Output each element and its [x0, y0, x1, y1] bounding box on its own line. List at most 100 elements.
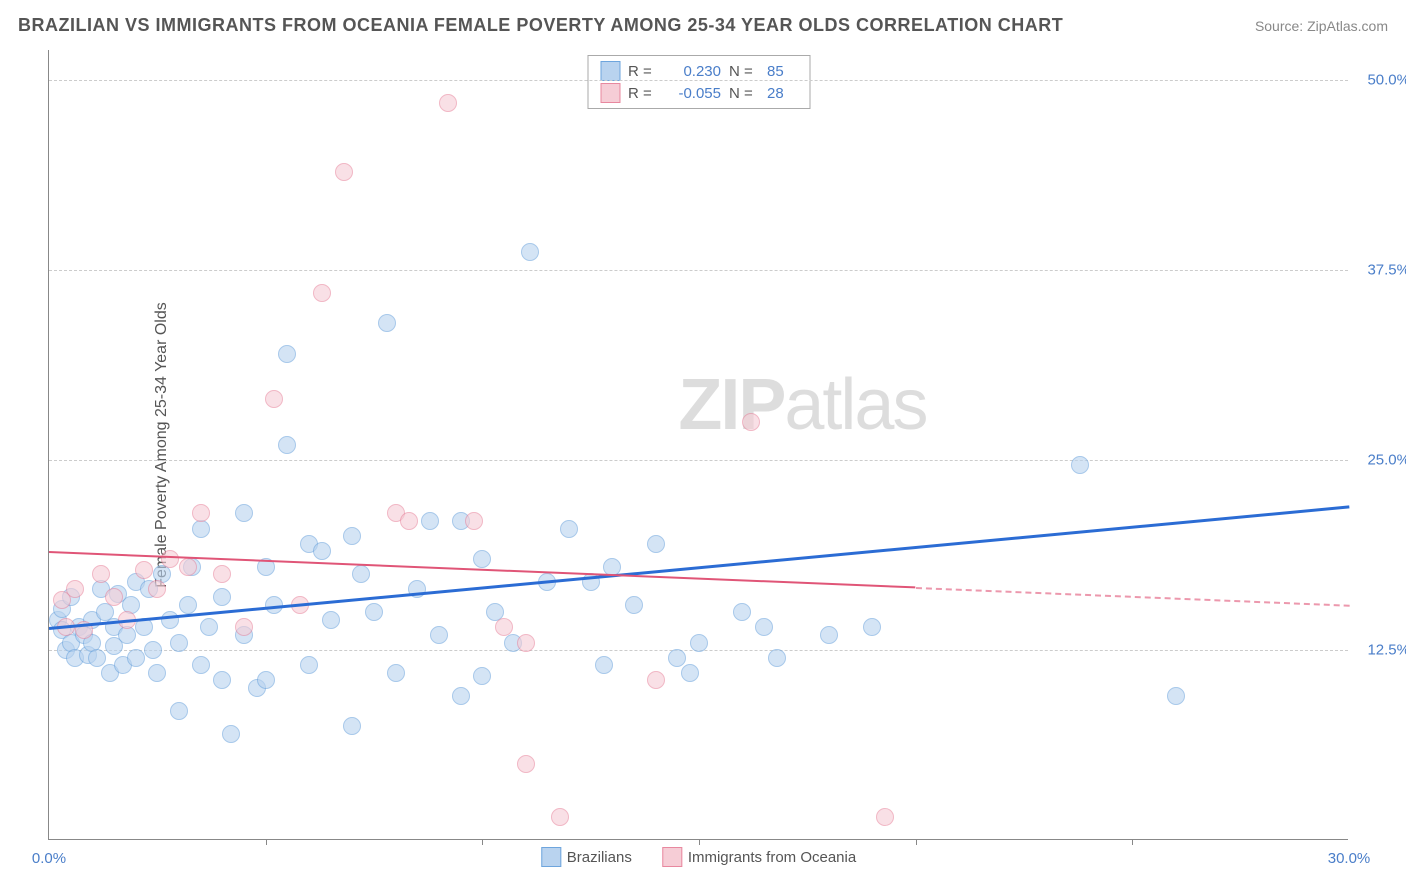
data-point: [200, 618, 218, 636]
data-point: [213, 671, 231, 689]
data-point: [213, 588, 231, 606]
data-point: [343, 527, 361, 545]
y-axis-label: 12.5%: [1355, 642, 1406, 659]
trend-line: [49, 506, 1349, 631]
x-axis-label: 30.0%: [1328, 850, 1371, 867]
data-point: [820, 626, 838, 644]
y-axis-label: 25.0%: [1355, 452, 1406, 469]
data-point: [465, 512, 483, 530]
data-point: [742, 413, 760, 431]
stat-r-value: 0.230: [666, 63, 721, 80]
data-point: [127, 649, 145, 667]
watermark-rest: atlas: [784, 365, 926, 445]
data-point: [300, 656, 318, 674]
data-point: [430, 626, 448, 644]
data-point: [681, 664, 699, 682]
data-point: [495, 618, 513, 636]
data-point: [768, 649, 786, 667]
data-point: [179, 558, 197, 576]
stat-n-label: N =: [729, 85, 759, 102]
y-gridline: [49, 270, 1348, 271]
data-point: [378, 314, 396, 332]
data-point: [135, 561, 153, 579]
data-point: [521, 243, 539, 261]
legend-item: Brazilians: [541, 847, 632, 867]
data-point: [335, 163, 353, 181]
x-axis-label: 0.0%: [32, 850, 66, 867]
y-gridline: [49, 460, 1348, 461]
series-legend: Brazilians Immigrants from Oceania: [541, 847, 856, 867]
x-tick: [916, 839, 917, 845]
data-point: [235, 504, 253, 522]
data-point: [148, 580, 166, 598]
data-point: [1167, 687, 1185, 705]
stat-n-value: 85: [767, 63, 797, 80]
data-point: [863, 618, 881, 636]
stat-n-label: N =: [729, 63, 759, 80]
data-point: [105, 588, 123, 606]
data-point: [322, 611, 340, 629]
data-point: [92, 565, 110, 583]
series-swatch: [600, 61, 620, 81]
stat-r-label: R =: [628, 85, 658, 102]
data-point: [213, 565, 231, 583]
data-point: [473, 550, 491, 568]
data-point: [733, 603, 751, 621]
data-point: [625, 596, 643, 614]
data-point: [170, 634, 188, 652]
legend-item: Immigrants from Oceania: [662, 847, 856, 867]
stats-row: R = -0.055 N = 28: [600, 82, 797, 104]
chart-title: BRAZILIAN VS IMMIGRANTS FROM OCEANIA FEM…: [18, 15, 1063, 36]
data-point: [88, 649, 106, 667]
stat-r-label: R =: [628, 63, 658, 80]
data-point: [439, 94, 457, 112]
stat-r-value: -0.055: [666, 85, 721, 102]
data-point: [66, 580, 84, 598]
data-point: [876, 808, 894, 826]
chart-header: BRAZILIAN VS IMMIGRANTS FROM OCEANIA FEM…: [18, 15, 1388, 36]
legend-label: Immigrants from Oceania: [688, 849, 856, 866]
data-point: [192, 504, 210, 522]
watermark-bold: ZIP: [678, 365, 784, 445]
data-point: [148, 664, 166, 682]
data-point: [278, 436, 296, 454]
data-point: [179, 596, 197, 614]
data-point: [421, 512, 439, 530]
stat-n-value: 28: [767, 85, 797, 102]
data-point: [517, 634, 535, 652]
data-point: [755, 618, 773, 636]
data-point: [278, 345, 296, 363]
data-point: [235, 618, 253, 636]
y-gridline: [49, 80, 1348, 81]
correlation-scatter-chart: Female Poverty Among 25-34 Year Olds ZIP…: [48, 50, 1348, 840]
data-point: [343, 717, 361, 735]
x-tick: [482, 839, 483, 845]
y-axis-label: 50.0%: [1355, 72, 1406, 89]
data-point: [560, 520, 578, 538]
chart-source: Source: ZipAtlas.com: [1255, 18, 1388, 34]
trend-line-dashed: [916, 587, 1349, 607]
data-point: [257, 671, 275, 689]
y-axis-title: Female Poverty Among 25-34 Year Olds: [153, 302, 171, 588]
series-swatch: [600, 83, 620, 103]
data-point: [647, 671, 665, 689]
data-point: [647, 535, 665, 553]
data-point: [265, 390, 283, 408]
x-tick: [699, 839, 700, 845]
data-point: [551, 808, 569, 826]
data-point: [170, 702, 188, 720]
legend-swatch: [541, 847, 561, 867]
data-point: [452, 687, 470, 705]
data-point: [1071, 456, 1089, 474]
legend-label: Brazilians: [567, 849, 632, 866]
x-tick: [266, 839, 267, 845]
correlation-stats-box: R = 0.230 N = 85 R = -0.055 N = 28: [587, 55, 810, 109]
y-axis-label: 37.5%: [1355, 262, 1406, 279]
data-point: [222, 725, 240, 743]
data-point: [517, 755, 535, 773]
data-point: [161, 550, 179, 568]
legend-swatch: [662, 847, 682, 867]
data-point: [352, 565, 370, 583]
data-point: [595, 656, 613, 674]
data-point: [192, 656, 210, 674]
